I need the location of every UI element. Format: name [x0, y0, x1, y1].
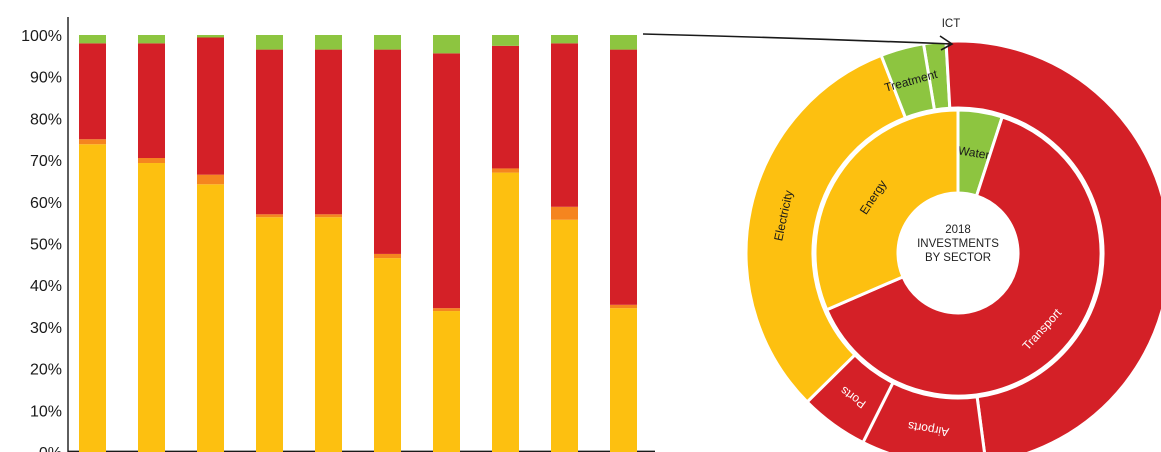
bar-segment [610, 49, 637, 305]
sunburst-chart: WaterTransportEnergyRoadsAirportsPortsEl… [744, 39, 1161, 452]
ict-annotation-label: ICT [942, 18, 961, 30]
bar-segment [256, 49, 283, 215]
y-tick-label: 20% [30, 362, 62, 379]
outer-ring-segment [944, 39, 1161, 452]
y-tick-label: 10% [30, 403, 62, 420]
bar-segment [551, 219, 578, 452]
y-tick-label: 100% [21, 28, 62, 45]
bar-segment [374, 253, 401, 259]
y-tick-label: 90% [30, 70, 62, 87]
bar-segment [492, 45, 519, 169]
y-tick-label: 0% [39, 445, 62, 452]
bar-segment [197, 35, 224, 38]
y-tick-label: 70% [30, 153, 62, 170]
bar-segment [79, 139, 106, 145]
bar-segment [433, 311, 460, 452]
center-title-line: BY SECTOR [925, 252, 991, 264]
connector-arrowhead [939, 35, 954, 51]
bar-segment [79, 144, 106, 452]
bar-segment [256, 35, 283, 50]
segment-label: Water [957, 143, 990, 162]
bar-segment [138, 43, 165, 159]
bar-segment [79, 43, 106, 140]
bar-segment [492, 168, 519, 173]
bar-segment [433, 35, 460, 54]
y-tick-label: 50% [30, 237, 62, 254]
bar-segment [551, 43, 578, 207]
outer-ring-segment [879, 42, 937, 120]
bar-segment [374, 35, 401, 50]
bar-segment [610, 304, 637, 309]
bar-segment [433, 308, 460, 312]
bar-segment [197, 184, 224, 452]
bar-segment [138, 163, 165, 452]
center-title-line: 2018 [945, 224, 971, 236]
y-tick-label: 80% [30, 111, 62, 128]
bar-segment [256, 217, 283, 452]
stacked-bar-chart: 0% 10% 20% 30% 40% 50% 60% 70% 80% 90% 100% [21, 17, 655, 452]
bar-segment [315, 49, 342, 215]
bar-segment [79, 35, 106, 44]
bar-segment [197, 174, 224, 185]
inner-ring-segment [813, 108, 960, 312]
inner-ring-segment [824, 115, 1103, 398]
y-tick-label: 60% [30, 195, 62, 212]
bar-segment [433, 53, 460, 309]
bar-segment [492, 35, 519, 46]
bar-segment [374, 49, 401, 254]
bar-segment [256, 214, 283, 218]
bar-segment [315, 217, 342, 452]
segment-label: Airports [907, 419, 950, 440]
bar-segment [138, 158, 165, 164]
y-tick-label: 30% [30, 320, 62, 337]
bar-segment [551, 35, 578, 44]
connector-arrow-line [642, 33, 953, 45]
bar-segment [551, 206, 578, 220]
bar-segment [492, 172, 519, 452]
bar-segment [374, 258, 401, 452]
y-tick-label: 40% [30, 278, 62, 295]
bar-segment [610, 35, 637, 50]
bar-segment [138, 35, 165, 44]
bar-segment [315, 214, 342, 218]
outer-ring-segment [744, 53, 908, 405]
bar-segment [315, 35, 342, 50]
center-title-line: INVESTMENTS [917, 238, 999, 250]
bar-segment [610, 308, 637, 452]
bar-segment [197, 37, 224, 175]
